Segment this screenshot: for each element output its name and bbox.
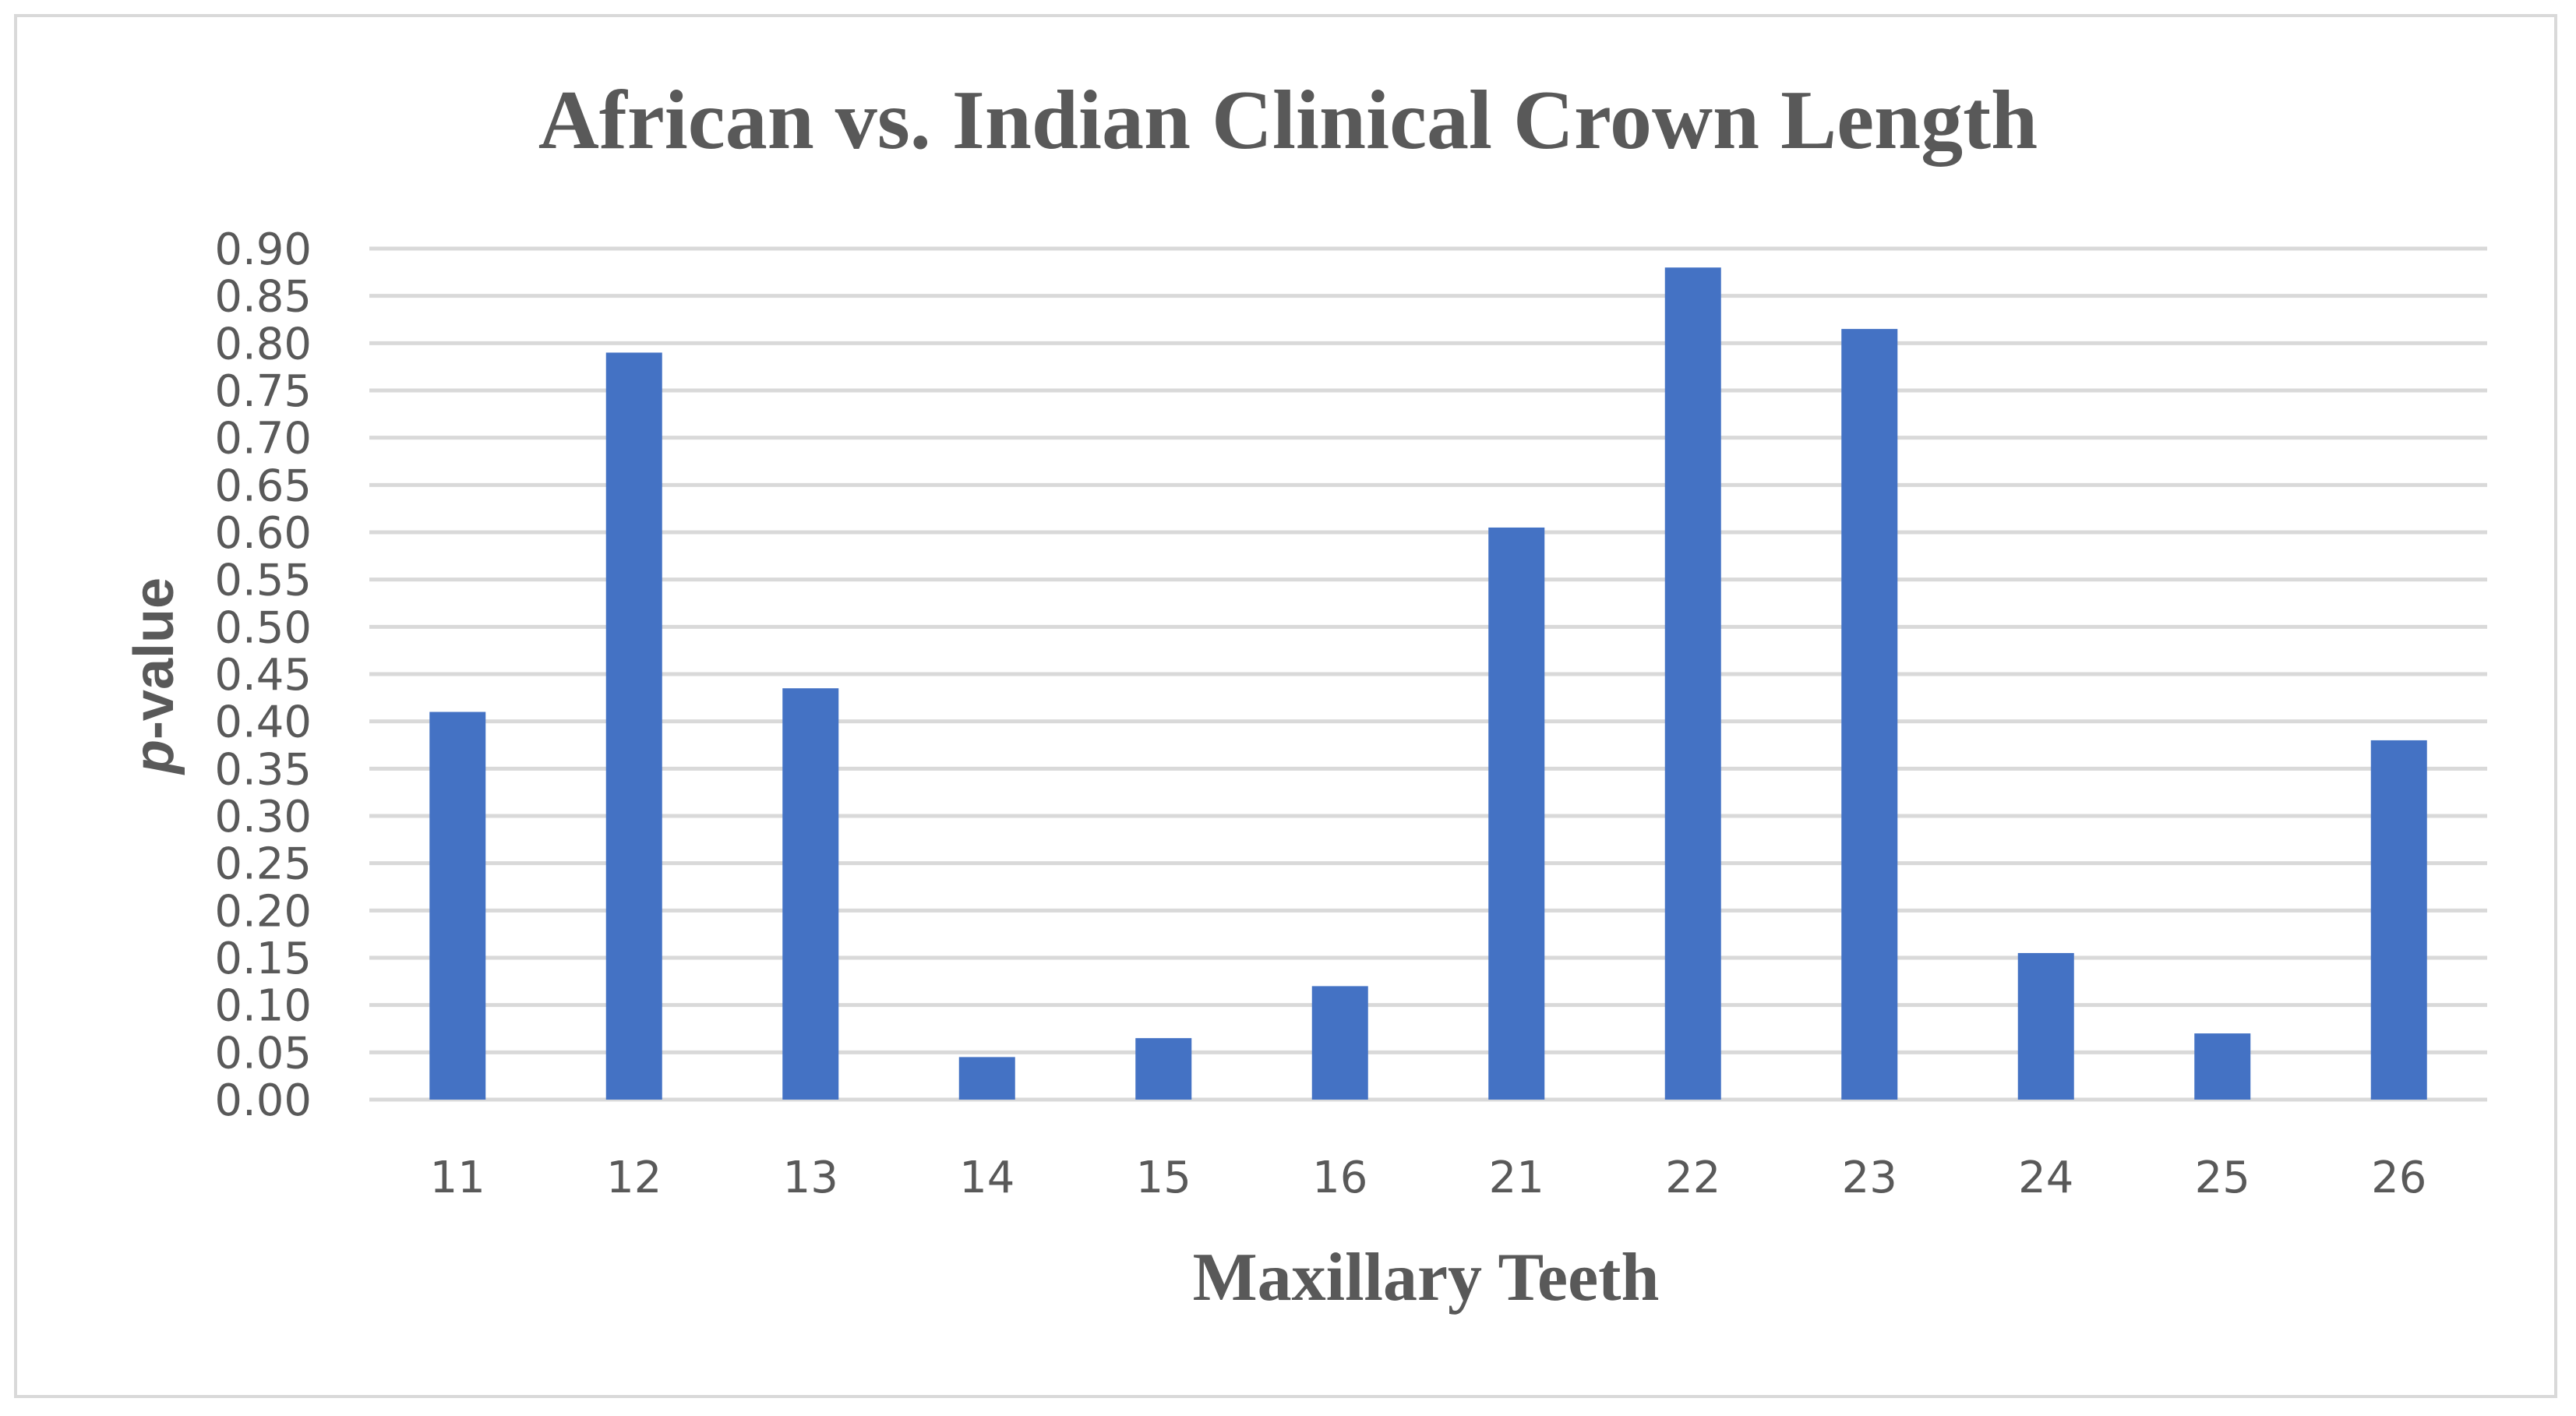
y-axis-label-italic: p	[123, 740, 185, 775]
bar-16	[1311, 986, 1368, 1100]
y-tick-label: 0.50	[214, 602, 312, 653]
bar-13	[782, 688, 839, 1100]
y-tick-label: 0.35	[214, 744, 312, 795]
bars	[429, 267, 2427, 1100]
x-axis-ticks: 11 12 13 14 15 16 21 22 23 24 25 26	[430, 1153, 2427, 1203]
x-tick-label: 25	[2195, 1153, 2250, 1203]
x-tick-label: 16	[1312, 1153, 1367, 1203]
chart-title: African vs. Indian Clinical Crown Length	[538, 74, 2038, 167]
bar-15	[1135, 1038, 1192, 1100]
y-tick-label: 0.25	[214, 839, 312, 890]
bar-23	[1841, 329, 1898, 1100]
y-tick-label: 0.40	[214, 697, 312, 748]
x-tick-label: 15	[1136, 1153, 1191, 1203]
bar-26	[2370, 740, 2427, 1100]
y-tick-label: 0.45	[214, 650, 312, 701]
y-tick-label: 0.65	[214, 461, 312, 511]
x-axis-label: Maxillary Teeth	[1193, 1240, 1660, 1315]
y-tick-label: 0.15	[214, 934, 312, 984]
x-tick-label: 22	[1665, 1153, 1720, 1203]
y-tick-label: 0.60	[214, 508, 312, 559]
y-tick-label: 0.00	[214, 1075, 312, 1126]
y-tick-label: 0.20	[214, 886, 312, 937]
x-tick-label: 24	[2018, 1153, 2073, 1203]
y-axis-label-rest: -value	[123, 577, 185, 740]
gridlines	[369, 246, 2487, 1102]
x-tick-label: 21	[1489, 1153, 1544, 1203]
x-tick-label: 13	[783, 1153, 838, 1203]
x-tick-label: 14	[959, 1153, 1015, 1203]
x-tick-label: 12	[606, 1153, 662, 1203]
y-tick-label: 0.80	[214, 319, 312, 369]
bar-25	[2194, 1033, 2251, 1100]
y-tick-label: 0.90	[214, 224, 312, 275]
y-axis-label: p-value	[123, 577, 185, 775]
y-tick-label: 0.55	[214, 556, 312, 606]
y-tick-label: 0.05	[214, 1028, 312, 1079]
y-tick-label: 0.70	[214, 414, 312, 464]
chart-frame	[14, 14, 2557, 1398]
y-tick-label: 0.85	[214, 272, 312, 323]
bar-22	[1664, 267, 1721, 1100]
x-tick-label: 23	[1842, 1153, 1897, 1203]
bar-21	[1488, 527, 1545, 1100]
x-tick-label: 26	[2371, 1153, 2426, 1203]
y-tick-label: 0.10	[214, 981, 312, 1032]
y-tick-label: 0.30	[214, 792, 312, 842]
y-tick-label: 0.75	[214, 366, 312, 417]
bar-14	[958, 1057, 1015, 1100]
bar-24	[2017, 952, 2074, 1100]
y-axis-ticks: 0.000.050.100.150.200.250.300.350.400.45…	[214, 224, 312, 1126]
bar-11	[429, 712, 486, 1100]
bar-12	[605, 352, 662, 1100]
x-tick-label: 11	[430, 1153, 485, 1203]
